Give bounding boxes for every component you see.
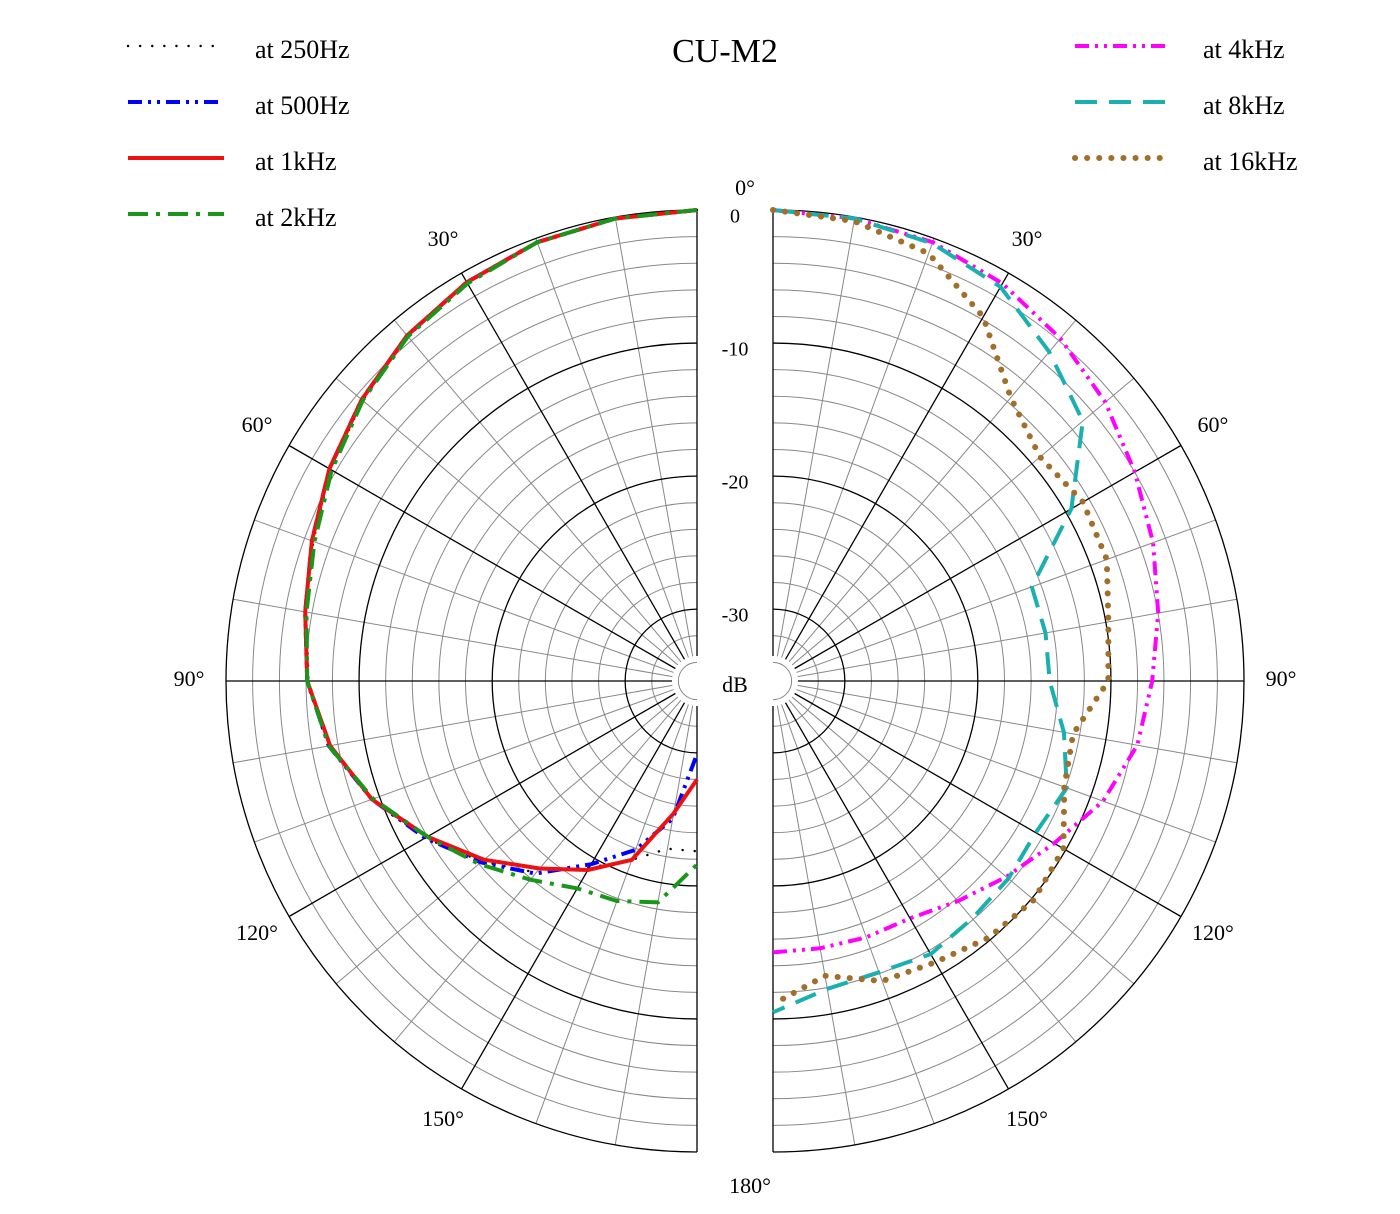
r-label-bg <box>712 606 758 627</box>
major-spoke <box>784 272 1010 660</box>
minor-spoke <box>233 684 673 764</box>
major-spoke <box>460 272 686 660</box>
theta-tick-label: 150° <box>1006 1106 1048 1131</box>
major-spoke <box>460 702 686 1090</box>
theta-tick-label: 0° <box>735 175 755 200</box>
theta-tick-label: 90° <box>1266 666 1297 691</box>
minor-spoke <box>791 696 1135 985</box>
r-tick-label: -10 <box>722 339 749 361</box>
minor-spoke <box>233 598 673 678</box>
minor-spoke <box>788 699 1077 1043</box>
series-line <box>304 208 699 905</box>
series-line <box>772 208 1161 955</box>
minor-spoke <box>776 705 856 1145</box>
major-spoke <box>784 702 1010 1090</box>
series-line <box>770 207 1112 1008</box>
minor-spoke <box>254 689 674 843</box>
theta-tick-label: 120° <box>236 920 278 945</box>
theta-tick-label: 150° <box>422 1106 464 1131</box>
minor-spoke <box>796 519 1216 673</box>
r-tick-label: -20 <box>722 472 749 494</box>
hub <box>697 643 773 719</box>
theta-tick-label: 90° <box>174 666 205 691</box>
minor-ring <box>678 661 698 701</box>
minor-spoke <box>796 689 1216 843</box>
chart-title: CU-M2 <box>672 33 778 70</box>
theta-tick-label: 30° <box>428 226 459 251</box>
major-spoke <box>794 692 1182 918</box>
r-label-bg <box>712 473 758 494</box>
minor-spoke <box>335 696 679 985</box>
series-line <box>303 208 699 876</box>
minor-spoke <box>614 705 694 1145</box>
minor-spoke <box>781 238 935 658</box>
major-spoke <box>794 444 1182 670</box>
r-label-bg <box>712 207 758 227</box>
theta-tick-label: 30° <box>1012 226 1043 251</box>
legend-label: at 1kHz <box>255 147 337 176</box>
minor-spoke <box>393 699 682 1043</box>
legend-label: at 500Hz <box>255 91 350 120</box>
r-tick-label: -30 <box>722 605 749 627</box>
legend-label: at 8kHz <box>1203 91 1285 120</box>
theta-tick-label: 120° <box>1192 920 1234 945</box>
r-tick-label: 0 <box>730 206 740 228</box>
minor-spoke <box>254 519 674 673</box>
legend-label: at 4kHz <box>1203 35 1285 64</box>
minor-spoke <box>614 217 694 657</box>
minor-spoke <box>535 704 689 1124</box>
theta-tick-label: 60° <box>1198 412 1229 437</box>
legend-label: at 16kHz <box>1203 147 1298 176</box>
minor-spoke <box>335 377 679 666</box>
major-spoke <box>288 444 676 670</box>
minor-spoke <box>788 319 1077 663</box>
minor-spoke <box>781 704 935 1124</box>
minor-spoke <box>797 598 1237 678</box>
minor-spoke <box>791 377 1135 666</box>
minor-ring <box>772 661 792 701</box>
minor-spoke <box>535 238 689 658</box>
minor-spoke <box>776 217 856 657</box>
series-line <box>303 208 699 873</box>
theta-tick-label: 60° <box>242 412 273 437</box>
r-axis-label: dB <box>722 672 748 697</box>
legend-label: at 2kHz <box>255 203 337 232</box>
minor-spoke <box>797 684 1237 764</box>
legend-label: at 250Hz <box>255 35 350 64</box>
theta-tick-label: 180° <box>729 1173 771 1198</box>
r-label-bg <box>712 340 758 361</box>
series-line <box>772 208 1085 1015</box>
major-spoke <box>288 692 676 918</box>
minor-spoke <box>393 319 682 663</box>
